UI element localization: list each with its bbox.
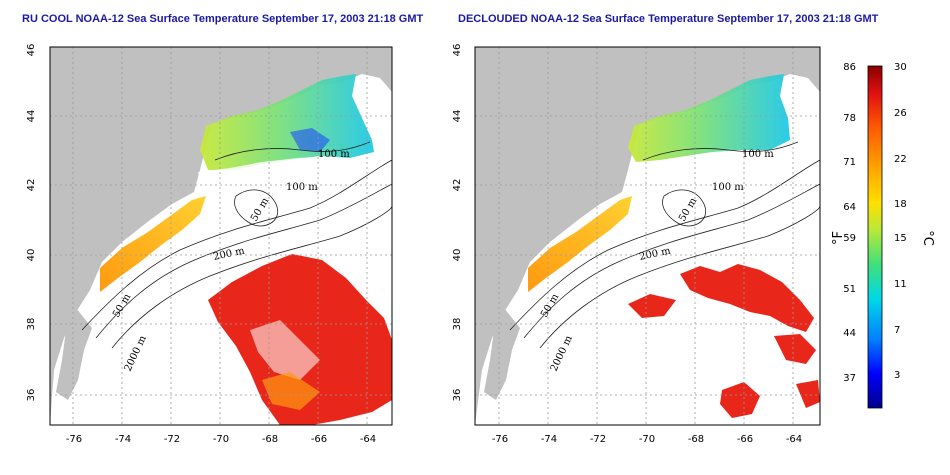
svg-text:-72: -72 [590, 434, 606, 445]
svg-text:64: 64 [843, 202, 856, 213]
svg-text:71: 71 [843, 157, 856, 168]
svg-text:-66: -66 [311, 434, 327, 445]
panel-title-left: RU COOL NOAA-12 Sea Surface Temperature … [22, 13, 424, 25]
svg-text:44: 44 [452, 110, 463, 123]
map-frame-left [49, 46, 393, 426]
svg-text:86: 86 [843, 62, 856, 73]
gulf-stream-sst-left [208, 254, 392, 425]
svg-text:-68: -68 [688, 434, 704, 445]
svg-text:37: 37 [843, 373, 856, 384]
svg-text:3: 3 [894, 370, 900, 381]
svg-text:78: 78 [843, 113, 856, 124]
svg-text:100 m: 100 m [742, 149, 774, 160]
svg-text:-64: -64 [360, 434, 376, 445]
svg-text:11: 11 [894, 279, 907, 290]
svg-text:42: 42 [26, 179, 37, 192]
graticule-left [50, 47, 392, 425]
colorbar: 86 78 71 64 59 51 44 37 30 26 22 18 15 1… [831, 62, 935, 409]
lon-axis-left: -76 -74 -72 -70 -68 -66 -64 [66, 434, 376, 445]
svg-text:-74: -74 [115, 434, 131, 445]
svg-text:22: 22 [894, 154, 907, 165]
shelf-sst-right [528, 196, 632, 292]
svg-text:7: 7 [894, 325, 900, 336]
svg-text:46: 46 [452, 44, 463, 57]
lon-axis-right: -76 -74 -72 -70 -68 -66 -64 [492, 434, 802, 445]
lat-axis-left: 36 38 40 42 44 46 [26, 44, 37, 402]
svg-text:-70: -70 [639, 434, 655, 445]
svg-text:-76: -76 [492, 434, 508, 445]
map-frame-right [474, 46, 821, 426]
land-left [50, 47, 392, 425]
svg-text:38: 38 [452, 318, 463, 331]
map-panel-right: DECLOUDED NOAA-12 Sea Surface Temperatur… [452, 13, 879, 445]
map-panel-left: RU COOL NOAA-12 Sea Surface Temperature … [22, 13, 424, 445]
gulf-of-maine-sst [200, 74, 374, 170]
panel-title-right: DECLOUDED NOAA-12 Sea Surface Temperatur… [458, 13, 879, 25]
svg-text:51: 51 [843, 284, 856, 295]
svg-text:-66: -66 [737, 434, 753, 445]
svg-text:-64: -64 [786, 434, 802, 445]
svg-text:-68: -68 [262, 434, 278, 445]
shelf-sst-left [100, 196, 206, 292]
gulf-stream-sst-right [680, 264, 814, 332]
svg-text:38: 38 [26, 318, 37, 331]
svg-text:36: 36 [452, 389, 463, 402]
lat-axis-right: 36 38 40 42 44 46 [452, 44, 463, 402]
svg-text:-70: -70 [213, 434, 229, 445]
svg-text:15: 15 [894, 233, 907, 244]
land-right [475, 47, 820, 425]
svg-text:100 m: 100 m [318, 149, 350, 160]
svg-text:-76: -76 [66, 434, 82, 445]
svg-text:26: 26 [894, 108, 907, 119]
colorbar-celsius-labels: 30 26 22 18 15 11 7 3 [894, 62, 907, 381]
svg-text:40: 40 [452, 249, 463, 262]
svg-text:46: 46 [26, 44, 37, 57]
svg-text:44: 44 [26, 110, 37, 123]
colorbar-fahrenheit-labels: 86 78 71 64 59 51 44 37 [843, 62, 856, 384]
svg-text:36: 36 [26, 389, 37, 402]
svg-text:-74: -74 [541, 434, 557, 445]
svg-text:-72: -72 [164, 434, 180, 445]
svg-text:59: 59 [843, 233, 856, 244]
celsius-unit-label: °C [920, 230, 935, 246]
svg-text:44: 44 [843, 328, 856, 339]
fahrenheit-unit-label: °F [831, 231, 846, 245]
svg-text:100 m: 100 m [286, 182, 318, 193]
svg-text:40: 40 [26, 249, 37, 262]
gulf-of-maine-sst-declouded [628, 74, 790, 162]
svg-text:100 m: 100 m [712, 182, 744, 193]
svg-text:30: 30 [894, 62, 907, 73]
colorbar-gradient [867, 65, 883, 409]
svg-text:42: 42 [452, 179, 463, 192]
svg-text:18: 18 [894, 199, 907, 210]
